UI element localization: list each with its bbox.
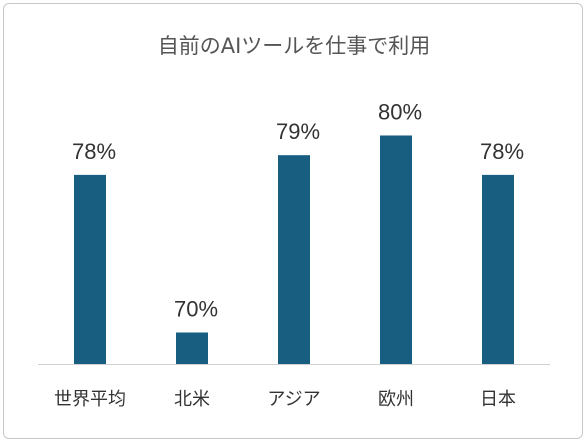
- bar-4: [482, 174, 514, 364]
- category-label-0: 世界平均: [54, 389, 126, 410]
- category-label-4: 日本: [480, 389, 516, 410]
- labels-group: 78% 世界平均 70% 北米 79% アジア 80% 欧州 78% 日本: [54, 99, 524, 410]
- category-label-3: 欧州: [378, 389, 414, 410]
- category-label-2: アジア: [267, 389, 320, 410]
- category-label-1: 北米: [174, 389, 210, 410]
- bar-2: [278, 155, 310, 364]
- bar-1: [176, 332, 208, 364]
- data-label-3: 80%: [378, 99, 422, 124]
- bar-0: [74, 174, 106, 364]
- bars-group: [74, 135, 514, 364]
- bar-3: [380, 135, 412, 364]
- data-label-1: 70%: [174, 296, 218, 321]
- data-label-0: 78%: [72, 139, 116, 164]
- chart-title: 自前のAIツールを仕事で利用: [157, 34, 431, 58]
- data-label-2: 79%: [276, 119, 320, 144]
- data-label-4: 78%: [480, 139, 524, 164]
